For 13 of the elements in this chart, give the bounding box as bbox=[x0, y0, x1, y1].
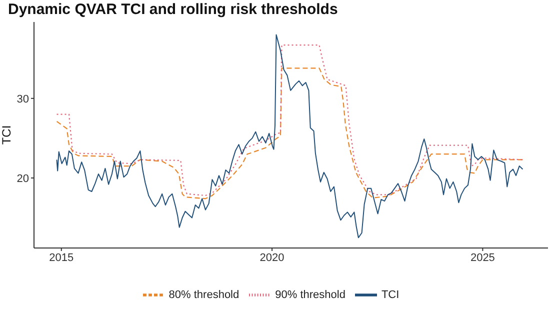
line-series bbox=[56, 34, 524, 238]
line-series bbox=[56, 68, 524, 200]
legend-label: 80% threshold bbox=[168, 288, 240, 301]
y-tick-label: 30 bbox=[16, 93, 29, 106]
y-tick-label: 20 bbox=[16, 172, 29, 185]
line-series bbox=[56, 44, 524, 196]
chart-title: Dynamic QVAR TCI and rolling risk thresholds bbox=[8, 1, 338, 18]
x-tick-label: 2025 bbox=[470, 252, 495, 264]
y-axis-title: TCI bbox=[0, 125, 14, 145]
legend-label: 90% threshold bbox=[275, 288, 346, 301]
x-tick-label: 2015 bbox=[49, 252, 74, 264]
legend-label: TCI bbox=[381, 288, 400, 301]
x-tick-label: 2020 bbox=[260, 252, 284, 264]
